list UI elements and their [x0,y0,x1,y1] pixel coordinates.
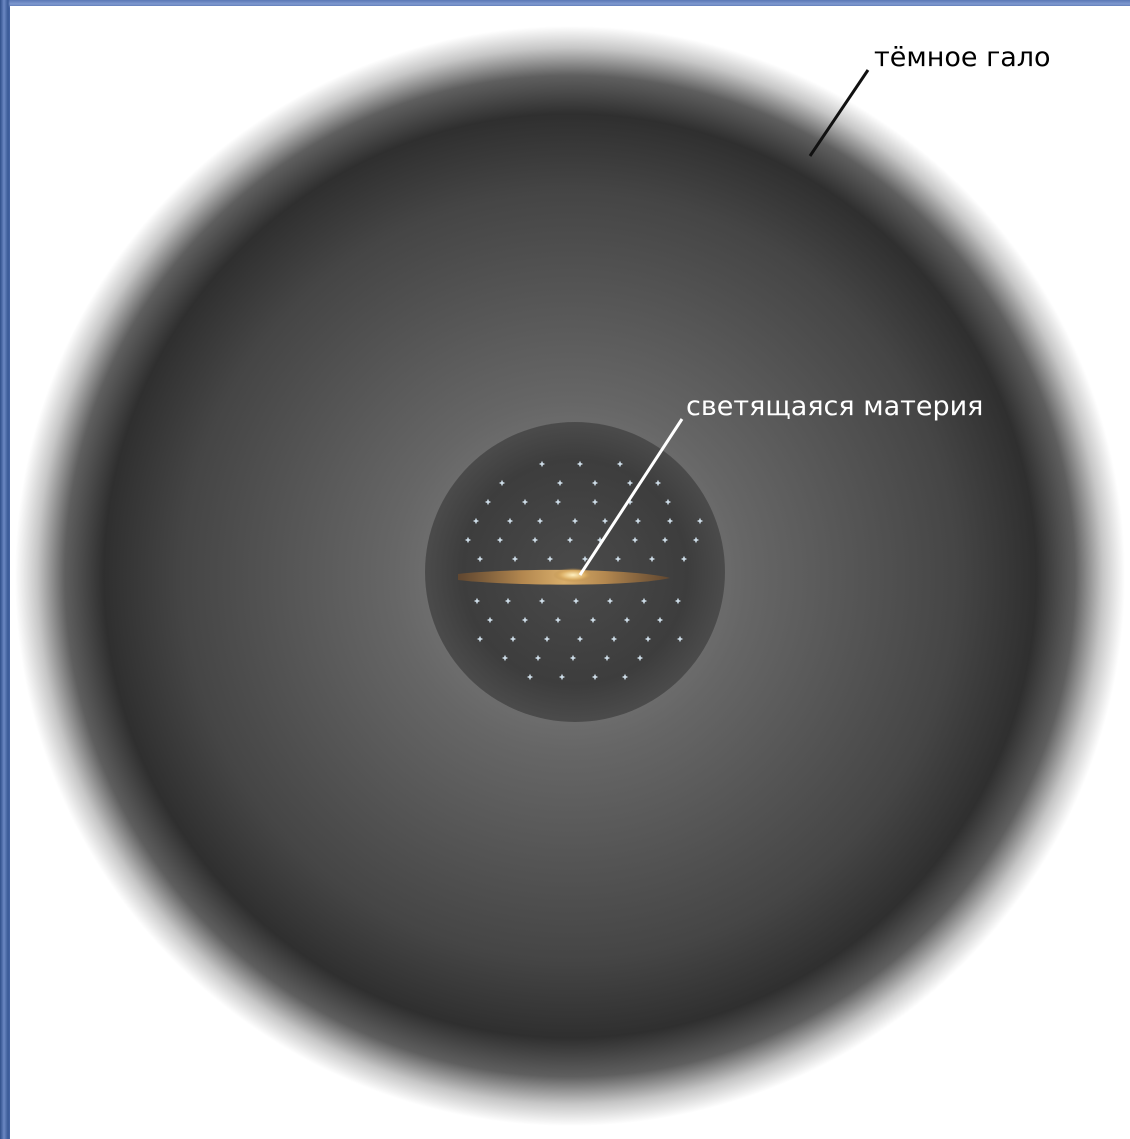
star [610,635,618,643]
star [554,616,562,624]
star [626,479,634,487]
star [476,555,484,563]
star-field [464,460,704,681]
star [601,517,609,525]
star [606,597,614,605]
luminous-matter-label: светящаяся материя [686,391,983,422]
star [674,597,682,605]
star [543,635,551,643]
galactic-bulge [553,568,593,582]
star [546,555,554,563]
star [464,536,472,544]
star [661,536,669,544]
star [640,597,648,605]
star [496,536,504,544]
star [591,479,599,487]
star [566,536,574,544]
star [696,517,704,525]
star [476,635,484,643]
star [538,597,546,605]
star [506,517,514,525]
star [603,654,611,662]
star [531,536,539,544]
dark-halo-diagram: тёмное гало светящаяся материя [15,26,1125,1126]
star [623,616,631,624]
galactic-disk [458,568,670,585]
star [484,498,492,506]
star [509,635,517,643]
star [591,498,599,506]
star [498,479,506,487]
star [666,517,674,525]
star [596,536,604,544]
star [656,616,664,624]
star [473,597,481,605]
star [569,654,577,662]
star [572,597,580,605]
star [521,498,529,506]
star [536,517,544,525]
star [614,555,622,563]
star [511,555,519,563]
star [581,555,589,563]
star [634,517,642,525]
star [472,517,480,525]
star [556,479,564,487]
dark-halo-label: тёмное гало [874,42,1051,73]
star [692,536,700,544]
star [644,635,652,643]
star [571,517,579,525]
star [648,555,656,563]
star [631,536,639,544]
star [626,498,634,506]
star [621,673,629,681]
star [558,673,566,681]
star [538,460,546,468]
star [501,654,509,662]
diagram-canvas: тёмное гало светящаяся материя [10,6,1130,1139]
star [636,654,644,662]
star [591,673,599,681]
star [526,673,534,681]
dark-halo-pointer [808,69,870,157]
star [589,616,597,624]
star [521,616,529,624]
star [486,616,494,624]
star [554,498,562,506]
star [676,635,684,643]
luminous-matter-pointer [578,418,684,576]
star [576,460,584,468]
star [504,597,512,605]
star [534,654,542,662]
star [680,555,688,563]
star [654,479,662,487]
star [616,460,624,468]
star [576,635,584,643]
star [664,498,672,506]
